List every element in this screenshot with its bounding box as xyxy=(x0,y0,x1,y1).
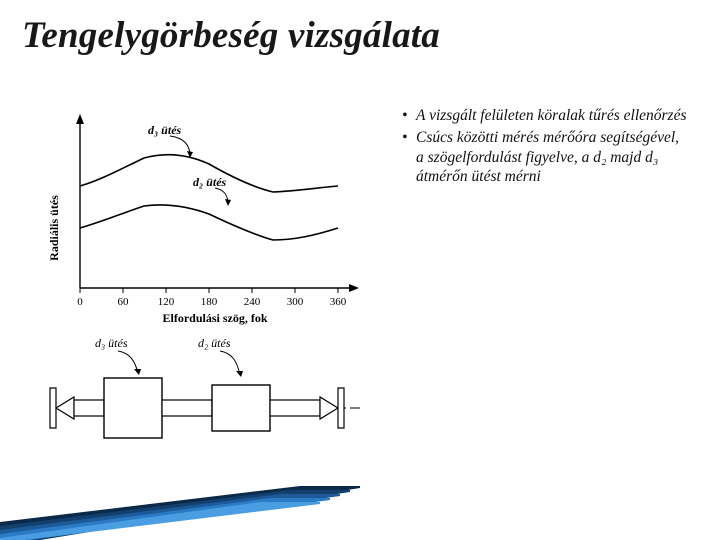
svg-text:120: 120 xyxy=(158,296,175,308)
svg-text:d₃ ütés: d₃ ütés xyxy=(148,123,182,137)
bullet-item: • Csúcs közötti mérés mérőóra segítségév… xyxy=(398,128,688,187)
svg-text:d₃ ütés: d₃ ütés xyxy=(95,336,128,350)
accent-stripe xyxy=(0,486,360,540)
chart-svg: 0 60 120 180 240 300 360 Radiális ütés E… xyxy=(40,108,370,328)
figure-group: 0 60 120 180 240 300 360 Radiális ütés E… xyxy=(40,108,370,468)
page-title: Tengelygörbeség vizsgálata xyxy=(22,14,440,57)
svg-text:360: 360 xyxy=(330,296,347,308)
bullet-marker: • xyxy=(398,128,416,187)
bullet-marker: • xyxy=(398,106,416,126)
y-axis-label: Radiális ütés xyxy=(47,195,61,261)
svg-text:d₂ ütés: d₂ ütés xyxy=(193,175,227,189)
series-d2 xyxy=(80,205,338,240)
x-ticks: 0 60 120 180 240 300 360 xyxy=(77,288,347,308)
x-axis-label: Elfordulási szög, fok xyxy=(162,311,267,325)
svg-text:180: 180 xyxy=(201,296,218,308)
svg-text:0: 0 xyxy=(77,296,83,308)
svg-text:240: 240 xyxy=(244,296,261,308)
svg-text:300: 300 xyxy=(287,296,304,308)
bullet-text: A vizsgált felületen köralak tűrés ellen… xyxy=(416,106,688,126)
shaft-diagram: d₃ ütés d₂ ütés xyxy=(40,333,370,463)
bullet-list: • A vizsgált felületen köralak tűrés ell… xyxy=(398,106,688,189)
svg-text:60: 60 xyxy=(118,296,130,308)
svg-text:d₂ ütés: d₂ ütés xyxy=(198,336,231,350)
bullet-text: Csúcs közötti mérés mérőóra segítségével… xyxy=(416,128,688,187)
bullet-item: • A vizsgált felületen köralak tűrés ell… xyxy=(398,106,688,126)
